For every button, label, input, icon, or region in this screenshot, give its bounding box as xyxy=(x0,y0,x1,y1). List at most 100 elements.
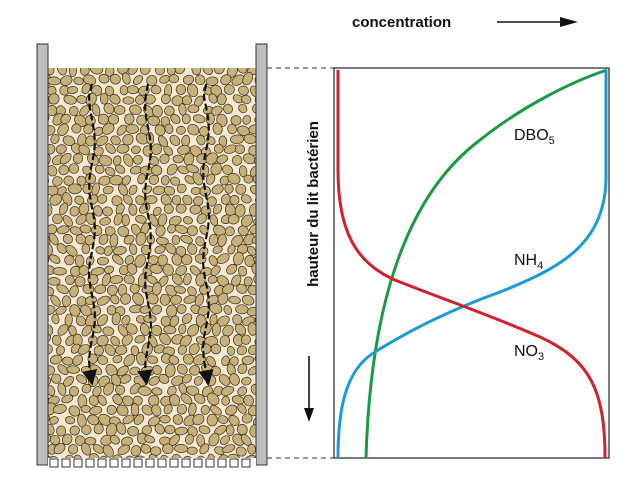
right-wall xyxy=(255,43,268,466)
gravel-pebble xyxy=(234,144,246,154)
gravel-pebble xyxy=(182,216,193,225)
gravel-pebble xyxy=(237,386,248,396)
gravel-pebble xyxy=(59,152,72,165)
gravel-pebble xyxy=(102,444,114,458)
gravel-pebble xyxy=(78,265,90,276)
gravel-pebble xyxy=(216,154,228,164)
gravel-pebble xyxy=(101,123,115,135)
gravel-pebble xyxy=(163,145,174,156)
gravel-pebble xyxy=(49,416,59,425)
gravel-pebble xyxy=(50,295,61,307)
gravel-pebble xyxy=(62,233,74,244)
gravel-pebble xyxy=(66,86,79,95)
gravel-pebble xyxy=(112,394,123,405)
gravel-pebble xyxy=(49,434,61,446)
gravel-pebble xyxy=(208,432,220,447)
gravel-pebble xyxy=(163,404,173,415)
gravel-pebble xyxy=(241,413,253,424)
gravel-pebble xyxy=(206,413,218,427)
label-dbo5: DBO5 xyxy=(514,127,555,147)
gravel-pebble xyxy=(155,225,166,237)
gravel-pebble xyxy=(97,355,109,365)
gravel-pebble xyxy=(148,394,160,407)
gravel-pebble xyxy=(135,231,147,246)
gravel-pebble xyxy=(94,164,105,174)
gravel-pebble xyxy=(116,404,129,417)
gravel-pebble xyxy=(122,395,134,407)
gravel-pebble xyxy=(48,344,53,355)
gravel-pebble xyxy=(191,68,202,76)
gravel-pebble xyxy=(182,95,192,106)
gravel-pebble xyxy=(238,165,248,178)
gravel-pebble xyxy=(193,354,206,366)
gravel-pebble xyxy=(81,243,91,255)
gravel-pebble xyxy=(112,454,123,458)
gravel-pebble xyxy=(220,74,232,86)
gravel-pebble xyxy=(219,175,230,186)
gravel-pebble xyxy=(163,185,176,196)
gravel-pebble xyxy=(48,305,56,316)
underdrain-block xyxy=(229,458,239,468)
label-nh4: NH4 xyxy=(514,252,543,272)
gravel-pebble xyxy=(124,113,135,125)
gravel-pebble xyxy=(180,234,193,244)
gravel-pebble xyxy=(241,294,255,306)
gravel-pebble xyxy=(134,254,146,268)
x-axis-label: concentration xyxy=(352,14,451,31)
gravel-pebble xyxy=(174,68,186,75)
gravel-pebble xyxy=(222,164,233,176)
gravel-pebble xyxy=(237,68,248,74)
gravel-pebble xyxy=(172,414,184,425)
gravel-pebble xyxy=(132,292,145,306)
label-no3: NO3 xyxy=(514,343,544,363)
gravel-pebble xyxy=(48,414,51,423)
gravel-pebble xyxy=(237,225,249,236)
gravel-pebble xyxy=(151,304,163,315)
gravel-pebble xyxy=(69,425,80,436)
gravel-pebble xyxy=(225,404,238,416)
gravel-pebble xyxy=(220,435,231,445)
gravel-pebble xyxy=(192,114,206,124)
gravel-pebble xyxy=(212,122,223,135)
gravel-pebble xyxy=(250,165,256,178)
gravel-pebble xyxy=(237,403,247,414)
gravel-pebble xyxy=(151,404,162,417)
gravel-pebble xyxy=(65,245,78,257)
gravel-pebble xyxy=(69,206,80,217)
gravel-pebble xyxy=(196,134,206,146)
underdrain-block xyxy=(97,458,107,468)
gravel-pebble xyxy=(177,345,187,355)
gravel-pebble xyxy=(98,155,113,167)
gravel-pebble xyxy=(174,444,189,453)
gravel-pebble xyxy=(241,355,255,365)
gravel-pebble xyxy=(183,273,192,286)
gravel-pebble xyxy=(151,387,163,396)
gravel-pebble xyxy=(64,416,76,425)
gravel-pebble xyxy=(251,235,256,244)
underdrain-block xyxy=(241,458,251,468)
gravel-pebble xyxy=(228,415,240,426)
gravel-pebble xyxy=(74,195,85,205)
gravel-pebble xyxy=(205,76,219,86)
gravel-pebble xyxy=(87,414,100,426)
gravel-pebble xyxy=(80,405,91,413)
gravel-pebble xyxy=(57,364,69,375)
gravel-pebble xyxy=(52,176,63,187)
gravel-pebble xyxy=(181,254,193,266)
gravel-pebble xyxy=(48,286,55,297)
gravel-pebble xyxy=(210,265,221,276)
gravel-pebble xyxy=(236,283,248,294)
gravel-pebble xyxy=(123,354,136,367)
gravel-pebble xyxy=(185,433,194,445)
gravel-pebble xyxy=(147,115,161,126)
gravel-pebble xyxy=(107,114,120,125)
gravel-pebble xyxy=(109,73,121,85)
gravel-pebble xyxy=(190,186,201,195)
underdrain-block xyxy=(121,458,131,468)
gravel-pebble xyxy=(56,425,67,437)
gravel-pebble xyxy=(96,256,109,266)
gravel-pebble xyxy=(171,235,181,245)
gravel-pebble xyxy=(213,68,225,75)
gravel-pebble xyxy=(250,184,256,195)
